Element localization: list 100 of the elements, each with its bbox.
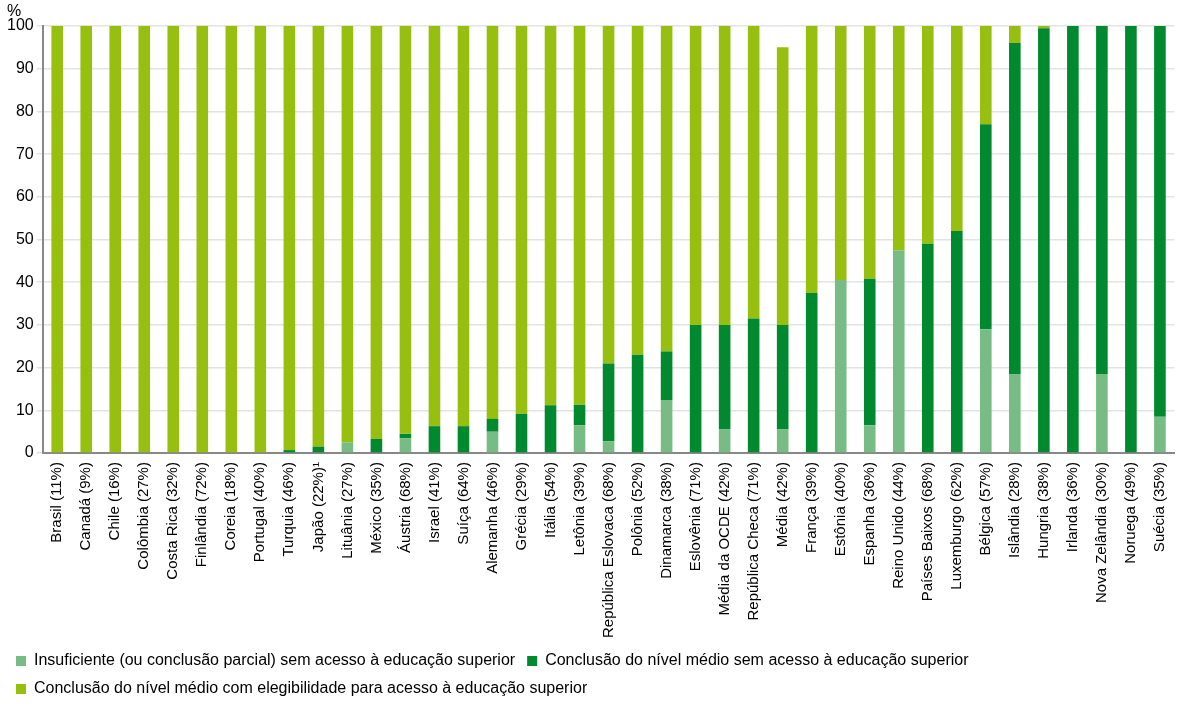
x-tick-label: Áustria (68%) <box>395 462 413 553</box>
bar <box>1038 28 1050 453</box>
bar <box>834 26 847 281</box>
bar <box>1096 374 1108 453</box>
bar <box>1096 26 1108 375</box>
x-tick-label: Média da OCDE (42%) <box>714 462 732 616</box>
x-tick-label: Islândia (28%) <box>1004 462 1022 558</box>
x-tick-label: México (35%) <box>366 462 384 554</box>
bar <box>370 438 383 453</box>
bar <box>283 26 296 451</box>
bar <box>486 431 499 453</box>
bar <box>631 354 644 453</box>
bar <box>863 278 876 426</box>
bar <box>718 429 731 453</box>
bar <box>399 26 412 434</box>
x-tick-label: Espanha (36%) <box>859 462 877 566</box>
bar <box>138 26 151 453</box>
bar <box>225 26 238 453</box>
bar <box>1009 26 1021 44</box>
x-tick-label: Japão (22%)¹ <box>308 462 326 553</box>
y-tick-label: 50 <box>15 229 34 247</box>
x-tick-label: Israel (41%) <box>424 462 442 543</box>
y-tick-label: 100 <box>6 16 34 34</box>
bar <box>1154 416 1166 453</box>
x-tick-label: Lituânia (27%) <box>337 462 355 559</box>
x-tick-label: Dinamarca (38%) <box>656 462 674 579</box>
bar <box>747 26 760 319</box>
x-tick-label: Suécia (35%) <box>1150 462 1168 553</box>
bar <box>805 292 818 453</box>
x-tick-label: Média (42%) <box>772 462 790 548</box>
x-tick-label: República Checa (71%) <box>743 462 761 621</box>
y-tick-label: 10 <box>15 400 34 418</box>
y-tick-label: 90 <box>15 59 34 77</box>
bar <box>544 405 557 453</box>
x-tick-label: Polônia (52%) <box>627 462 645 557</box>
x-tick-label: Costa Rica (32%) <box>163 462 181 580</box>
bar <box>486 418 499 432</box>
x-tick-label: Países Baixos (68%) <box>917 462 935 602</box>
bar <box>573 26 586 405</box>
x-tick-label: Brasil (11%) <box>47 462 65 543</box>
legend-label: Conclusão do nível médio com elegibilidade para acesso à educação superior <box>34 679 588 697</box>
x-tick-label: Suíça (64%) <box>453 462 471 545</box>
x-tick-label: Nova Zelândia (30%) <box>1092 462 1110 603</box>
bar <box>834 280 847 453</box>
bar <box>1009 43 1021 375</box>
bar <box>631 26 644 355</box>
bar <box>457 26 470 427</box>
x-tick-label: Hungria (38%) <box>1033 462 1051 559</box>
bar <box>602 363 615 442</box>
x-tick-label: Letônia (39%) <box>569 462 587 556</box>
y-tick-label: 20 <box>15 358 34 376</box>
x-tick-label: Finlândia (72%) <box>192 462 210 568</box>
x-tick-label: Colômbia (27%) <box>134 462 152 570</box>
x-tick-label: Coreia (18%) <box>221 462 239 551</box>
bar <box>689 324 702 453</box>
x-tick-label: Turquia (46%) <box>279 462 297 557</box>
bar <box>573 425 586 453</box>
bar <box>1154 26 1166 417</box>
bar <box>980 26 992 125</box>
bar <box>1125 26 1137 453</box>
bar <box>428 426 441 453</box>
bar <box>109 26 122 453</box>
bar <box>370 26 383 439</box>
bar <box>1067 26 1079 453</box>
bar <box>776 47 789 325</box>
bar <box>428 26 441 427</box>
x-tick-label: Luxemburgo (62%) <box>946 462 964 590</box>
bar <box>51 26 64 453</box>
bar <box>80 26 93 453</box>
bar <box>863 26 876 279</box>
x-tick-label: Alemanha (46%) <box>482 462 500 574</box>
x-tick-label: França (39%) <box>801 462 819 553</box>
x-tick-label: Irlanda (36%) <box>1063 462 1081 553</box>
bar <box>892 250 905 453</box>
x-tick-label: República Eslovaca (68%) <box>598 462 616 638</box>
bar <box>980 124 992 330</box>
y-tick-label: 60 <box>15 187 34 205</box>
y-tick-label: 30 <box>15 315 34 333</box>
y-tick-label: 40 <box>15 272 34 290</box>
bar <box>254 26 267 453</box>
bar <box>341 26 354 443</box>
bar <box>515 26 528 414</box>
bar <box>196 26 209 453</box>
bar <box>921 26 934 244</box>
bar <box>747 318 760 453</box>
bar <box>660 400 673 453</box>
x-tick-label: Estônia (40%) <box>830 462 848 557</box>
x-tick-label: Portugal (40%) <box>250 462 268 563</box>
bar <box>660 351 673 401</box>
bar <box>921 243 934 453</box>
x-tick-label: Reino Unido (44%) <box>888 462 906 589</box>
bar <box>1009 374 1021 453</box>
bar <box>776 429 789 453</box>
bar <box>950 231 963 453</box>
bar <box>660 26 673 352</box>
x-tick-label: Itália (54%) <box>540 462 558 538</box>
bar <box>602 441 615 453</box>
x-tick-label: Noruega (49%) <box>1121 462 1139 564</box>
bar <box>1038 26 1050 29</box>
bar <box>573 404 586 426</box>
